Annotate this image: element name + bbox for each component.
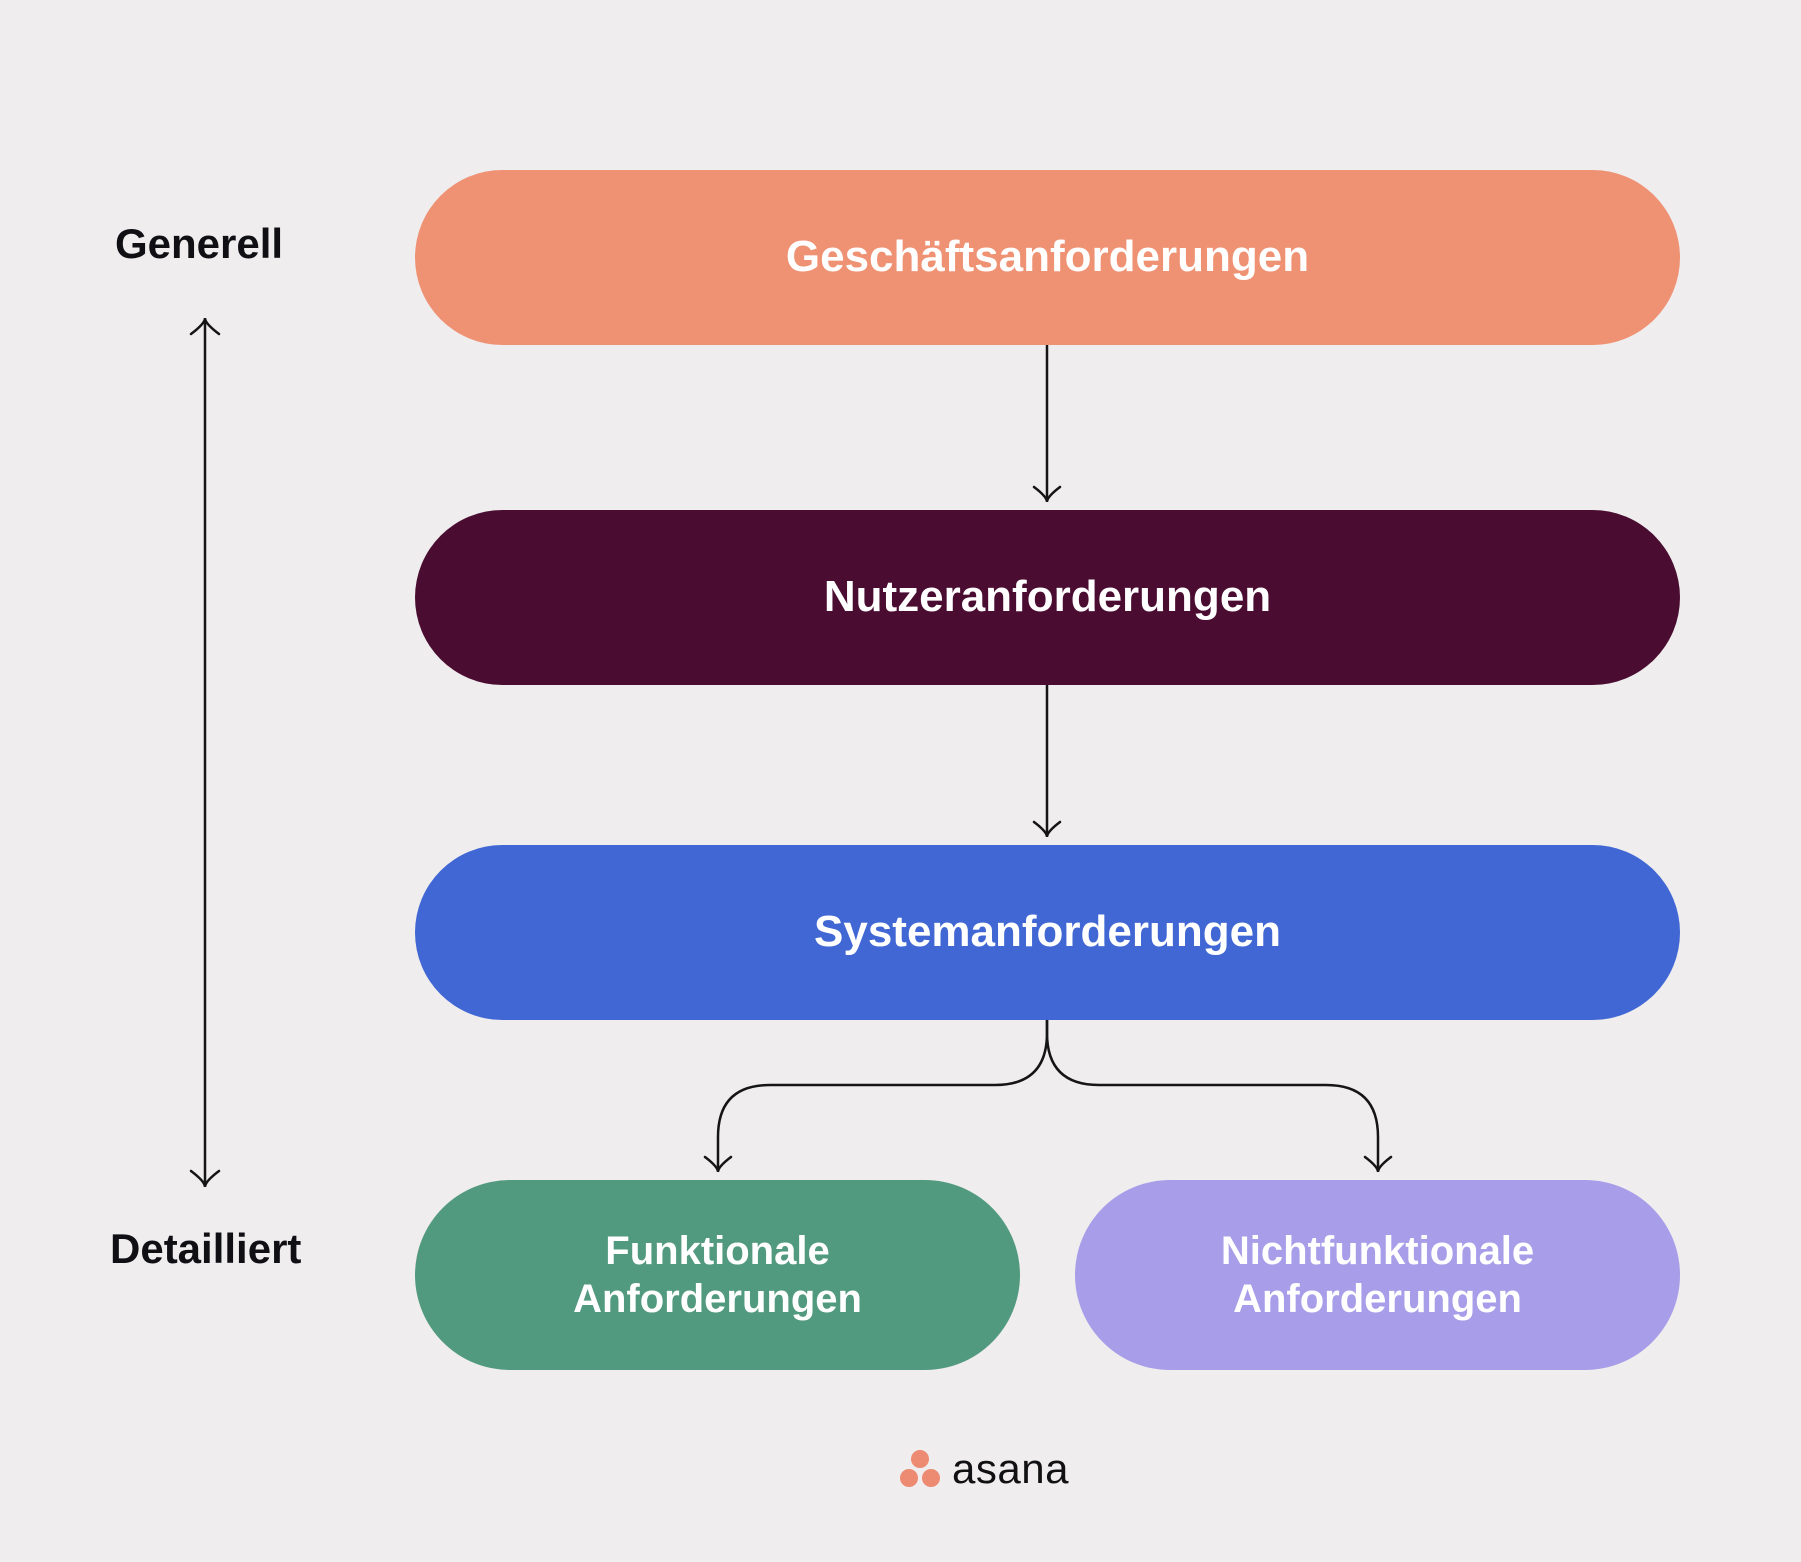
connector-split-arrow <box>699 1001 1397 1189</box>
connector-arrow <box>1030 668 1064 852</box>
node-label: Geschäftsanforderungen <box>786 231 1309 284</box>
node-label: Nichtfunktionale Anforderungen <box>1221 1227 1534 1323</box>
node-user: Nutzeranforderungen <box>415 510 1680 685</box>
node-business: Geschäftsanforderungen <box>415 170 1680 345</box>
node-label: Funktionale Anforderungen <box>573 1227 862 1323</box>
node-system: Systemanforderungen <box>415 845 1680 1020</box>
asana-logo-text: asana <box>952 1445 1069 1493</box>
axis-double-arrow <box>187 302 223 1203</box>
node-label: Systemanforderungen <box>814 906 1281 959</box>
diagram-canvas: Generell Detailliert asana Geschäftsanfo… <box>0 0 1801 1562</box>
node-functional: Funktionale Anforderungen <box>415 1180 1020 1370</box>
axis-label-top: Generell <box>115 220 283 268</box>
asana-logo-icon <box>900 1450 940 1488</box>
connector-arrow <box>1030 328 1064 517</box>
node-label: Nutzeranforderungen <box>824 571 1271 624</box>
asana-logo: asana <box>900 1445 1069 1493</box>
axis-label-bottom: Detailliert <box>110 1225 301 1273</box>
node-nonfunctional: Nichtfunktionale Anforderungen <box>1075 1180 1680 1370</box>
